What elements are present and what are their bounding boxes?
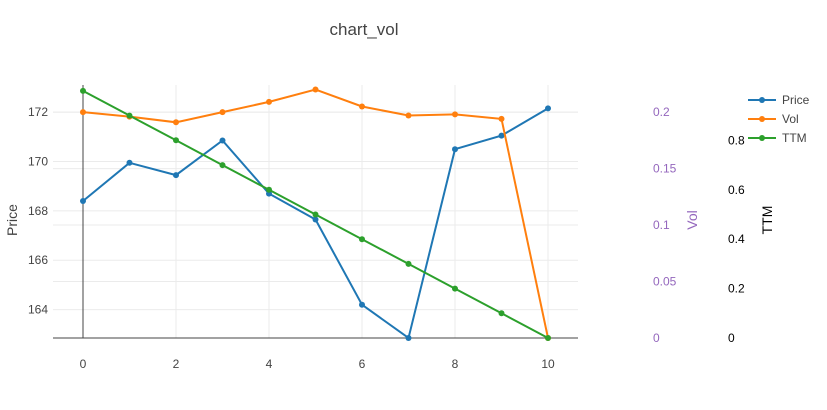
data-point-price[interactable] xyxy=(312,216,319,223)
y-axis-title: Price xyxy=(4,204,20,236)
legend-item-vol[interactable]: Vol xyxy=(748,112,799,126)
y3-tick-label: 0.4 xyxy=(728,232,745,246)
data-point-vol[interactable] xyxy=(498,115,505,122)
series-layer xyxy=(80,86,551,341)
data-point-price[interactable] xyxy=(219,137,226,144)
y2-axis-title: Vol xyxy=(684,210,700,229)
data-point-ttm[interactable] xyxy=(219,162,226,169)
y-tick-label: 166 xyxy=(28,253,48,267)
data-point-vol[interactable] xyxy=(219,109,226,116)
data-point-ttm[interactable] xyxy=(312,211,319,218)
data-point-ttm[interactable] xyxy=(126,112,133,119)
y2-tick-label: 0 xyxy=(653,331,660,345)
x-tick-label: 6 xyxy=(359,357,366,371)
data-point-price[interactable] xyxy=(498,132,505,139)
y2-tick-label: 0.15 xyxy=(653,162,677,176)
y-tick-label: 170 xyxy=(28,155,48,169)
legend-label: TTM xyxy=(782,131,807,145)
y2-tick-label: 0.2 xyxy=(653,105,670,119)
legend-item-price[interactable]: Price xyxy=(748,93,810,107)
legend-item-ttm[interactable]: TTM xyxy=(748,131,807,145)
data-point-vol[interactable] xyxy=(266,98,272,105)
data-point-vol[interactable] xyxy=(405,112,412,119)
y3-tick-label: 0 xyxy=(728,331,735,345)
data-point-vol[interactable] xyxy=(312,86,319,93)
legend-label: Price xyxy=(782,93,810,107)
data-point-vol[interactable] xyxy=(80,109,86,116)
chart-title: chart_vol xyxy=(330,20,399,39)
data-point-ttm[interactable] xyxy=(80,87,86,94)
data-point-vol[interactable] xyxy=(452,111,458,118)
data-point-price[interactable] xyxy=(80,198,86,204)
series-line-price xyxy=(82,107,549,340)
y3-tick-label: 0.2 xyxy=(728,282,745,296)
data-point-ttm[interactable] xyxy=(498,310,505,317)
y-tick-label: 172 xyxy=(28,105,48,119)
data-point-price[interactable] xyxy=(359,301,365,308)
series-ttm xyxy=(80,87,551,341)
x-tick-label: 2 xyxy=(173,357,180,371)
y2-tick-label: 0.05 xyxy=(653,275,677,289)
data-point-price[interactable] xyxy=(173,172,179,179)
x-tick-label: 8 xyxy=(452,357,459,371)
data-point-ttm[interactable] xyxy=(405,260,412,267)
legend[interactable]: Price Vol TTM xyxy=(748,93,810,145)
data-point-ttm[interactable] xyxy=(359,236,365,243)
data-point-vol[interactable] xyxy=(173,119,179,126)
data-point-price[interactable] xyxy=(545,105,551,112)
data-point-ttm[interactable] xyxy=(173,137,179,144)
series-price xyxy=(80,105,551,341)
data-point-vol[interactable] xyxy=(359,103,365,110)
legend-swatch-marker xyxy=(759,135,765,141)
y3-tick-label: 0.8 xyxy=(728,133,745,147)
data-point-ttm[interactable] xyxy=(452,285,458,292)
y-tick-label: 164 xyxy=(28,303,48,317)
legend-label: Vol xyxy=(782,112,799,126)
y2-tick-label: 0.1 xyxy=(653,218,670,232)
data-point-price[interactable] xyxy=(126,159,133,166)
data-point-price[interactable] xyxy=(452,146,458,153)
x-tick-label: 10 xyxy=(541,357,555,371)
legend-swatch-marker xyxy=(759,97,765,103)
y3-axis-title: TTM xyxy=(759,206,775,235)
y-tick-label: 168 xyxy=(28,204,48,218)
y3-tick-label: 0.6 xyxy=(728,183,745,197)
legend-swatch-marker xyxy=(759,116,765,122)
data-point-price[interactable] xyxy=(405,335,412,341)
x-tick-label: 4 xyxy=(266,357,273,371)
axes: 0 2 4 6 8 10 164 166 168 170 172 Price 0 0.05 0.1 0.15 0… xyxy=(4,85,775,371)
data-point-ttm[interactable] xyxy=(266,186,272,193)
data-point-ttm[interactable] xyxy=(545,335,551,341)
x-tick-label: 0 xyxy=(80,357,87,371)
